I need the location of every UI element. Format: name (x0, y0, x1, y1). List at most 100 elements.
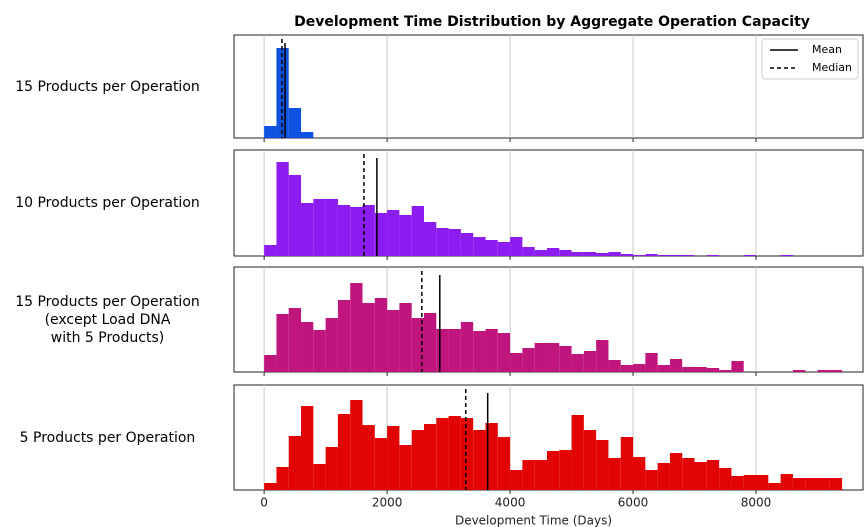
histogram-bar (571, 252, 584, 256)
histogram-bar (817, 370, 830, 372)
histogram-bar (325, 199, 338, 256)
histogram-bar (301, 203, 314, 256)
histogram-bar (313, 199, 326, 256)
histogram-bar (423, 222, 437, 256)
histogram-bar (706, 368, 720, 372)
histogram-bar (792, 370, 806, 372)
histogram-bar (510, 353, 523, 372)
histogram-bar (288, 175, 302, 256)
histogram-bar (780, 474, 793, 490)
histogram-bar (522, 247, 535, 256)
legend-label: Mean (812, 43, 842, 56)
histogram-bar (276, 314, 289, 372)
histogram-bar (657, 255, 670, 256)
histogram-bar (350, 207, 363, 256)
histogram-bar (436, 228, 449, 256)
histogram-bar (276, 162, 289, 256)
histogram-bar (325, 447, 338, 490)
histogram-bar (485, 240, 498, 256)
histogram-bar (768, 483, 781, 490)
x-tick-label: 0 (260, 496, 268, 510)
histogram-bar (633, 255, 646, 256)
histogram-bar (448, 329, 461, 372)
histogram-bar (620, 254, 634, 256)
histogram-bar (337, 300, 351, 372)
histogram-bar (706, 460, 720, 490)
histogram-bar (682, 458, 695, 490)
histogram-bar (583, 351, 597, 372)
histogram-bar (436, 329, 449, 372)
histogram-bar (387, 210, 400, 256)
chart-title: Development Time Distribution by Aggrega… (294, 14, 810, 30)
histogram-bar (337, 205, 351, 256)
histogram-bar (350, 400, 363, 490)
histogram-bar (534, 343, 547, 372)
histogram-bar (497, 437, 511, 490)
histogram-bar (473, 430, 486, 490)
histogram-bar (669, 359, 683, 372)
histogram-bar (559, 250, 572, 256)
histogram-bar (743, 255, 757, 256)
histogram-bar (510, 470, 523, 490)
histogram-bar (596, 253, 609, 256)
histogram-bar (374, 438, 388, 490)
histogram-bar (546, 343, 560, 372)
histogram-bar (682, 255, 695, 256)
histogram-bar (411, 430, 424, 490)
x-tick-label: 8000 (741, 496, 772, 510)
histogram-bar (805, 478, 818, 490)
histogram-bar (534, 250, 547, 256)
histogram-bar (374, 298, 388, 372)
histogram-bar (645, 470, 658, 490)
histogram-bar (276, 467, 289, 490)
histogram-bar (448, 229, 461, 256)
histogram-bar (362, 303, 375, 372)
histogram-bar (325, 318, 338, 372)
histogram-bar (694, 367, 707, 372)
histogram-bar (792, 478, 806, 490)
histogram-bar (571, 415, 584, 490)
histogram-bar (608, 252, 621, 256)
histogram-bar (829, 370, 843, 372)
histogram-bar (288, 436, 302, 490)
histogram-bar (829, 478, 843, 490)
histogram-bar (473, 331, 486, 372)
histogram-bar (756, 475, 769, 490)
row-label: 10 Products per Operation (15, 195, 200, 211)
plot-area (233, 34, 864, 139)
histogram-bar (411, 206, 424, 256)
histogram-bar (485, 423, 498, 490)
histogram-bar (374, 213, 388, 256)
histogram-bar (387, 310, 400, 372)
histogram-bar (608, 360, 621, 372)
histogram-bar (264, 126, 277, 138)
histogram-bar (731, 361, 744, 372)
histogram-bar (522, 348, 535, 372)
histogram-bar (620, 437, 634, 490)
histogram-bar (780, 255, 793, 256)
histogram-bar (645, 353, 658, 372)
histogram-bar (423, 313, 437, 372)
histogram-bar (510, 237, 523, 256)
histogram-bar (436, 418, 449, 490)
histogram-bar (301, 322, 314, 372)
histogram-bar (301, 132, 314, 138)
histogram-bar (301, 406, 314, 490)
histogram-bar (657, 365, 670, 372)
histogram-bar (534, 460, 547, 490)
histogram-bar (313, 330, 326, 372)
x-axis-label: Development Time (Days) (455, 514, 612, 527)
histogram-bar (399, 303, 412, 372)
histogram-bar (264, 355, 277, 372)
histogram-bar (522, 460, 535, 490)
histogram-bar (596, 440, 609, 490)
histogram-bar (669, 453, 683, 490)
histogram-bar (264, 483, 277, 490)
histogram-bar (399, 215, 412, 256)
histogram-bar (423, 424, 437, 490)
histogram-bar (448, 416, 461, 490)
histogram-bar (313, 464, 326, 490)
histogram-bar (657, 463, 670, 490)
histogram-bar (719, 468, 732, 490)
histogram-bar (743, 475, 757, 490)
